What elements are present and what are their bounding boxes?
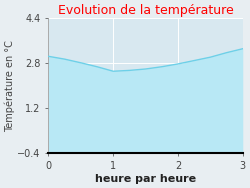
X-axis label: heure par heure: heure par heure — [95, 174, 196, 184]
Y-axis label: Température en °C: Température en °C — [4, 40, 15, 132]
Title: Evolution de la température: Evolution de la température — [58, 4, 234, 17]
